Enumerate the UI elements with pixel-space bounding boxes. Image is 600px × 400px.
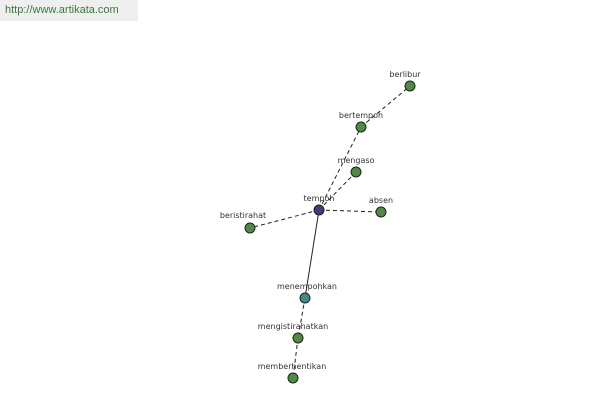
edge <box>304 209 320 299</box>
node <box>292 332 304 344</box>
edge <box>297 297 306 339</box>
edge <box>249 209 320 229</box>
edge <box>318 126 362 211</box>
node-label: absen <box>369 196 393 205</box>
node <box>299 292 311 304</box>
node-label: berlibur <box>389 70 421 79</box>
header: http://www.artikata.com <box>0 0 138 21</box>
node-label: memberhentikan <box>258 362 327 371</box>
node <box>355 121 367 133</box>
edge <box>318 209 382 213</box>
node-label: mengistirahatkan <box>258 322 328 331</box>
node-label: tempoh <box>304 194 335 203</box>
url: http://www.artikata.com <box>5 4 119 16</box>
edge <box>360 85 411 128</box>
edge <box>292 337 299 379</box>
node-label: menempohkan <box>277 282 337 291</box>
node <box>375 206 387 218</box>
node-label: beristirahat <box>220 211 266 220</box>
node <box>350 166 362 178</box>
node-label: mengaso <box>338 156 375 165</box>
node <box>287 372 299 384</box>
edge <box>318 171 357 211</box>
node <box>404 80 416 92</box>
node-label: bertempoh <box>339 111 383 120</box>
node <box>244 222 256 234</box>
node <box>313 204 325 216</box>
